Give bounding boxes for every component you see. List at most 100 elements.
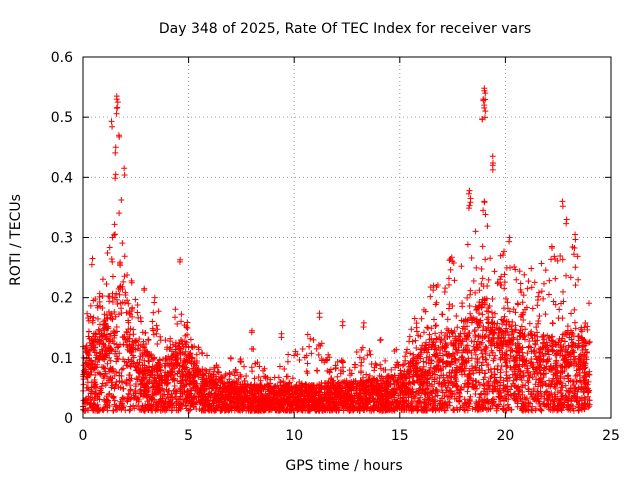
data-point (428, 381, 435, 388)
data-point (356, 354, 363, 361)
data-point (519, 382, 526, 389)
data-point (84, 310, 91, 317)
data-point (99, 380, 106, 387)
data-point (538, 407, 545, 414)
data-point (360, 355, 367, 362)
data-point (528, 265, 535, 272)
data-point (459, 300, 466, 307)
data-point (171, 314, 178, 321)
data-point (163, 386, 170, 393)
data-point (111, 221, 118, 228)
data-point (464, 294, 471, 301)
data-point (334, 358, 341, 365)
data-point (438, 311, 445, 318)
data-point (560, 288, 567, 295)
data-point (559, 315, 566, 322)
data-point (532, 407, 539, 414)
data-point (458, 263, 465, 270)
data-point (467, 291, 474, 298)
data-point (543, 370, 550, 377)
data-point (432, 301, 439, 308)
data-point (151, 375, 158, 382)
data-point (485, 276, 492, 283)
data-point (387, 381, 394, 388)
data-point (149, 318, 156, 325)
data-point (478, 339, 485, 346)
data-point (501, 279, 508, 286)
data-point (534, 302, 541, 309)
data-point (90, 314, 97, 321)
data-point (513, 276, 520, 283)
data-point (237, 356, 244, 363)
data-point (504, 299, 511, 306)
data-point (525, 278, 532, 285)
data-point (524, 377, 531, 384)
data-point (363, 371, 370, 378)
data-point (407, 350, 414, 357)
data-point (420, 329, 427, 336)
data-point (112, 231, 119, 238)
data-point (478, 362, 485, 369)
data-point (87, 302, 94, 309)
data-point (359, 344, 366, 351)
data-point (561, 338, 568, 345)
data-point (154, 341, 161, 348)
data-point (99, 276, 106, 283)
data-point (185, 344, 192, 351)
data-point (134, 376, 141, 383)
data-point (142, 329, 149, 336)
data-point (118, 196, 125, 203)
data-point (241, 377, 248, 384)
data-point (466, 302, 473, 309)
data-point (106, 244, 113, 251)
data-point (108, 255, 115, 262)
data-point (572, 264, 579, 271)
data-point (511, 263, 518, 270)
data-point (261, 365, 268, 372)
data-point (251, 375, 258, 382)
data-point (103, 280, 110, 287)
data-point (540, 340, 547, 347)
data-point (157, 333, 164, 340)
data-point (491, 371, 498, 378)
data-point (450, 406, 457, 413)
data-point (486, 331, 493, 338)
data-point (549, 319, 556, 326)
data-point (533, 324, 540, 331)
data-point (486, 352, 493, 359)
data-point (536, 313, 543, 320)
data-point (438, 329, 445, 336)
data-point (119, 379, 126, 386)
data-point (514, 336, 521, 343)
data-point (109, 273, 116, 280)
data-point (470, 278, 477, 285)
data-point (315, 351, 322, 358)
data-point (471, 328, 478, 335)
data-point (571, 319, 578, 326)
data-point (367, 351, 374, 358)
data-point (489, 295, 496, 302)
data-point (535, 289, 542, 296)
data-point (150, 309, 157, 316)
data-point (443, 344, 450, 351)
data-point (564, 323, 571, 330)
data-point (552, 385, 559, 392)
data-point (424, 324, 431, 331)
data-point (468, 255, 475, 262)
data-point (104, 250, 111, 257)
data-point (171, 371, 178, 378)
data-point (420, 363, 427, 370)
data-point (248, 364, 255, 371)
data-point (160, 356, 167, 363)
data-point (368, 361, 375, 368)
data-point (310, 336, 317, 343)
data-point (484, 283, 491, 290)
data-point (101, 311, 108, 318)
data-point (109, 316, 116, 323)
data-point (187, 336, 194, 343)
data-point (121, 273, 128, 280)
data-point (526, 338, 533, 345)
data-point (116, 291, 123, 298)
data-point (482, 211, 489, 218)
data-point (403, 349, 410, 356)
